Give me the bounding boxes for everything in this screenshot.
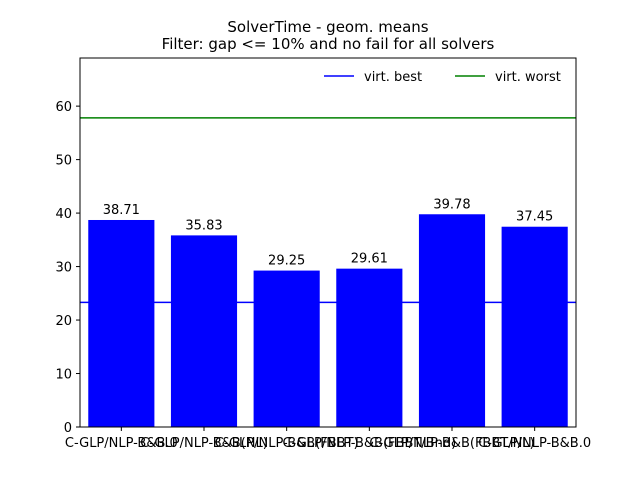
bar-label-3: 29.61 [351, 252, 388, 267]
y-axis-ticks: 0 10 20 30 40 50 60 [55, 100, 80, 436]
bar-value-labels: 38.71 35.83 29.25 29.61 39.78 37.45 [103, 197, 554, 268]
y-tick-label-2: 20 [55, 314, 72, 329]
x-tick-label-3: C-GLP/NLP-B&B(FBBT/Bnd) [282, 436, 456, 451]
legend: virt. best virt. worst [324, 70, 561, 85]
bar-5 [501, 226, 568, 427]
y-tick-label-4: 40 [55, 207, 72, 222]
bar-3 [336, 268, 403, 427]
y-tick-label-1: 10 [55, 368, 72, 383]
bar-label-2: 29.25 [268, 254, 305, 269]
x-tick-label-2: C-GLP/NLP-B&B(FBBT) [215, 436, 359, 451]
y-tick-label-6: 60 [55, 100, 72, 115]
y-tick-label-0: 0 [64, 421, 72, 436]
y-tick-label-5: 50 [55, 154, 72, 169]
bar-0 [88, 219, 155, 427]
legend-label-1: virt. worst [495, 70, 561, 85]
bar-2 [253, 270, 320, 427]
bar-label-1: 35.83 [185, 218, 222, 233]
x-tick-label-5: C-GLP/NLP-B&B.0 [478, 436, 591, 451]
bars [88, 214, 568, 427]
bar-4 [418, 214, 486, 427]
bar-label-0: 38.71 [103, 203, 140, 218]
y-tick-label-3: 30 [55, 261, 72, 276]
legend-label-0: virt. best [364, 70, 422, 85]
bar-label-5: 37.45 [516, 210, 553, 225]
reference-lines [80, 117, 576, 304]
x-axis-ticks: C-GLP/NLP-B&B.0C-GLP/NLP-B&B(NL)C-GLP/NL… [65, 427, 591, 451]
chart-title: SolverTime - geom. means [227, 18, 428, 36]
x-tick-label-0: C-GLP/NLP-B&B.0 [65, 436, 178, 451]
bar-label-4: 39.78 [433, 197, 470, 212]
plot-area-frame [79, 57, 577, 428]
bar-1 [170, 235, 238, 427]
chart-subtitle: Filter: gap <= 10% and no fail for all s… [162, 35, 495, 53]
x-tick-label-4: C-GLP/NLP-B&B(FBBT/NL) [369, 436, 534, 451]
x-tick-label-1: C-GLP/NLP-B&B(NL) [140, 436, 268, 451]
